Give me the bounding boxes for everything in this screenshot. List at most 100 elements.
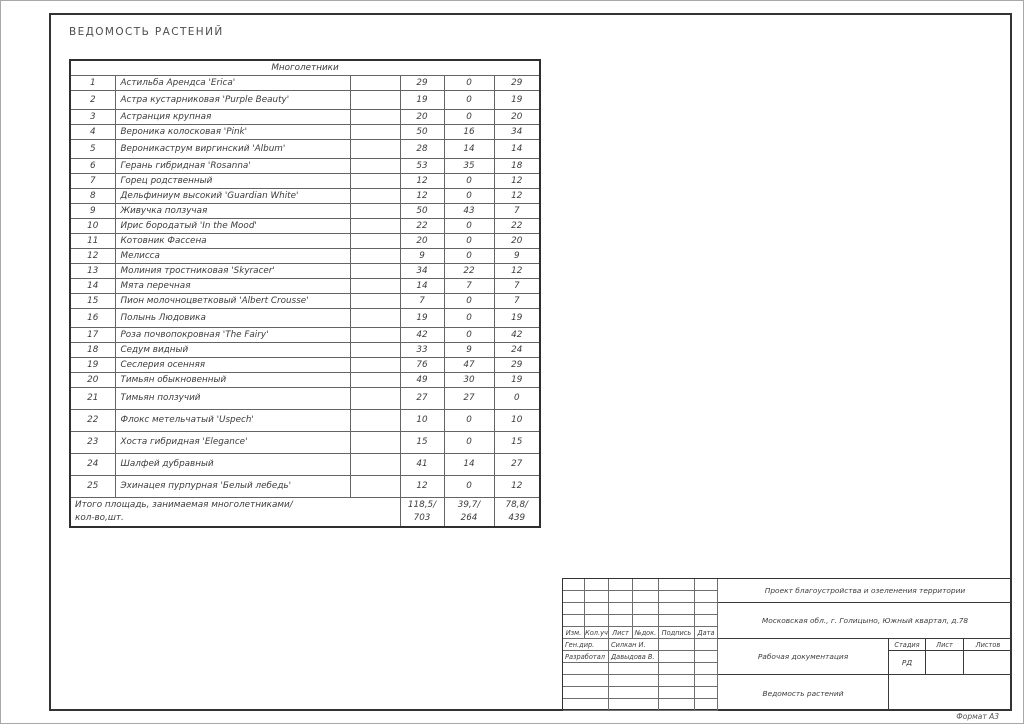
qty-cell-1: 20 (399, 108, 445, 125)
totals-value-2-area: 39,7/ (457, 500, 481, 510)
titleblock-empty-cell (609, 699, 659, 711)
plant-name: Астра кустарниковая 'Purple Beauty' (114, 89, 351, 110)
qty-cell-3: 12 (493, 172, 541, 189)
qty-cell-2: 0 (443, 74, 495, 91)
qty-cell-2: 0 (443, 187, 495, 204)
qty-cell-2: 0 (443, 292, 495, 309)
qty-cell-3: 19 (493, 371, 541, 388)
symbol-cell (349, 307, 401, 328)
totals-label: Итого площадь, занимаемая многолетниками… (69, 496, 401, 528)
totals-value-1: 118,5/ 703 (399, 496, 445, 528)
qty-cell-2: 0 (443, 217, 495, 234)
qty-cell-1: 19 (399, 307, 445, 328)
titleblock-empty-cell (563, 675, 609, 687)
symbol-cell (349, 430, 401, 454)
plant-name: Живучка ползучая (114, 202, 351, 219)
totals-value-2-count: 264 (460, 512, 478, 523)
qty-cell-3: 20 (493, 232, 541, 249)
table-row: 5 Вероникаструм виргинский 'Album' 28 14 14 (69, 138, 541, 159)
qty-cell-1: 42 (399, 326, 445, 343)
plant-name: Мята перечная (114, 277, 351, 294)
qty-cell-3: 7 (493, 202, 541, 219)
titleblock-cell: Дата (695, 627, 718, 639)
qty-cell-1: 29 (399, 74, 445, 91)
symbol-cell (349, 371, 401, 388)
symbol-cell (349, 292, 401, 309)
plant-name: Астильба Арендса 'Erica' (114, 74, 351, 91)
qty-cell-1: 22 (399, 217, 445, 234)
row-number: 13 (69, 262, 116, 279)
qty-cell-3: 10 (493, 408, 541, 432)
table-row: 9 Живучка ползучая 50 43 7 (69, 202, 541, 219)
qty-cell-3: 29 (493, 74, 541, 91)
qty-cell-1: 27 (399, 386, 445, 410)
totals-value-3-area: 78,8/ (505, 500, 529, 510)
qty-cell-2: 9 (443, 341, 495, 358)
row-number: 16 (69, 307, 116, 328)
titleblock-empty-cell (585, 579, 609, 591)
qty-cell-1: 28 (399, 138, 445, 159)
symbol-cell (349, 187, 401, 204)
qty-cell-3: 18 (493, 157, 541, 174)
qty-cell-2: 14 (443, 138, 495, 159)
titleblock-empty-cell (563, 663, 609, 675)
plant-name: Герань гибридная 'Rosanna' (114, 157, 351, 174)
totals-value-1-count: 703 (413, 512, 431, 523)
table-row: 25 Эхинацея пурпурная 'Белый лебедь' 12 0 12 (69, 474, 541, 498)
qty-cell-3: 7 (493, 292, 541, 309)
titleblock-empty-cell (659, 603, 695, 615)
titleblock-empty-cell (609, 687, 659, 699)
titleblock-empty-cell (633, 579, 659, 591)
qty-cell-3: 20 (493, 108, 541, 125)
titleblock-empty-cell (659, 687, 695, 699)
titleblock-empty-cell (609, 579, 633, 591)
symbol-cell (349, 138, 401, 159)
table-row: 22 Флокс метельчатый 'Uspech' 10 0 10 (69, 408, 541, 432)
symbol-cell (349, 386, 401, 410)
table-row: 21 Тимьян ползучий 27 27 0 (69, 386, 541, 410)
symbol-cell (349, 74, 401, 91)
table-row: 20 Тимьян обыкновенный 49 30 19 (69, 371, 541, 388)
qty-cell-2: 22 (443, 262, 495, 279)
qty-cell-3: 19 (493, 307, 541, 328)
qty-cell-1: 15 (399, 430, 445, 454)
symbol-cell (349, 408, 401, 432)
project-address: Московская обл., г. Голицыно, Южный квар… (718, 603, 1012, 639)
titleblock-empty-cell (659, 579, 695, 591)
titleblock-left-grid: Изм. Кол.уч Лист №док. Подпись Дата Ген.дир. Си… (563, 579, 718, 711)
qty-cell-2: 0 (443, 408, 495, 432)
row-number: 20 (69, 371, 116, 388)
table-row: 23 Хоста гибридная 'Elegance' 15 0 15 (69, 430, 541, 454)
qty-cell-2: 0 (443, 89, 495, 110)
qty-cell-2: 16 (443, 123, 495, 140)
row-number: 21 (69, 386, 116, 410)
totals-value-3-count: 439 (508, 512, 526, 523)
qty-cell-3: 34 (493, 123, 541, 140)
row-number: 10 (69, 217, 116, 234)
row-number: 4 (69, 123, 116, 140)
stage-value: РД (889, 651, 926, 675)
plant-name: Седум видный (114, 341, 351, 358)
table-row: 18 Седум видный 33 9 24 (69, 341, 541, 358)
qty-cell-3: 42 (493, 326, 541, 343)
plant-name: Мелисса (114, 247, 351, 264)
titleblock-empty-cell (633, 603, 659, 615)
table-row: 2 Астра кустарниковая 'Purple Beauty' 19 0 1… (69, 89, 541, 110)
qty-cell-2: 0 (443, 232, 495, 249)
row-number: 11 (69, 232, 116, 249)
group-header: Многолетники (69, 59, 541, 76)
plant-name: Горец родственный (114, 172, 351, 189)
table-row: 11 Котовник Фассена 20 0 20 (69, 232, 541, 249)
symbol-cell (349, 356, 401, 373)
row-number: 15 (69, 292, 116, 309)
plant-name: Ирис бородатый 'In the Mood' (114, 217, 351, 234)
titleblock-empty-cell (633, 615, 659, 627)
totals-label-line2: кол-во,шт. (75, 512, 124, 523)
qty-cell-1: 12 (399, 187, 445, 204)
symbol-cell (349, 123, 401, 140)
symbol-cell (349, 474, 401, 498)
page-title: ВЕДОМОСТЬ РАСТЕНИЙ (69, 26, 224, 38)
qty-cell-1: 50 (399, 202, 445, 219)
table-row: 16 Полынь Людовика 19 0 19 (69, 307, 541, 328)
